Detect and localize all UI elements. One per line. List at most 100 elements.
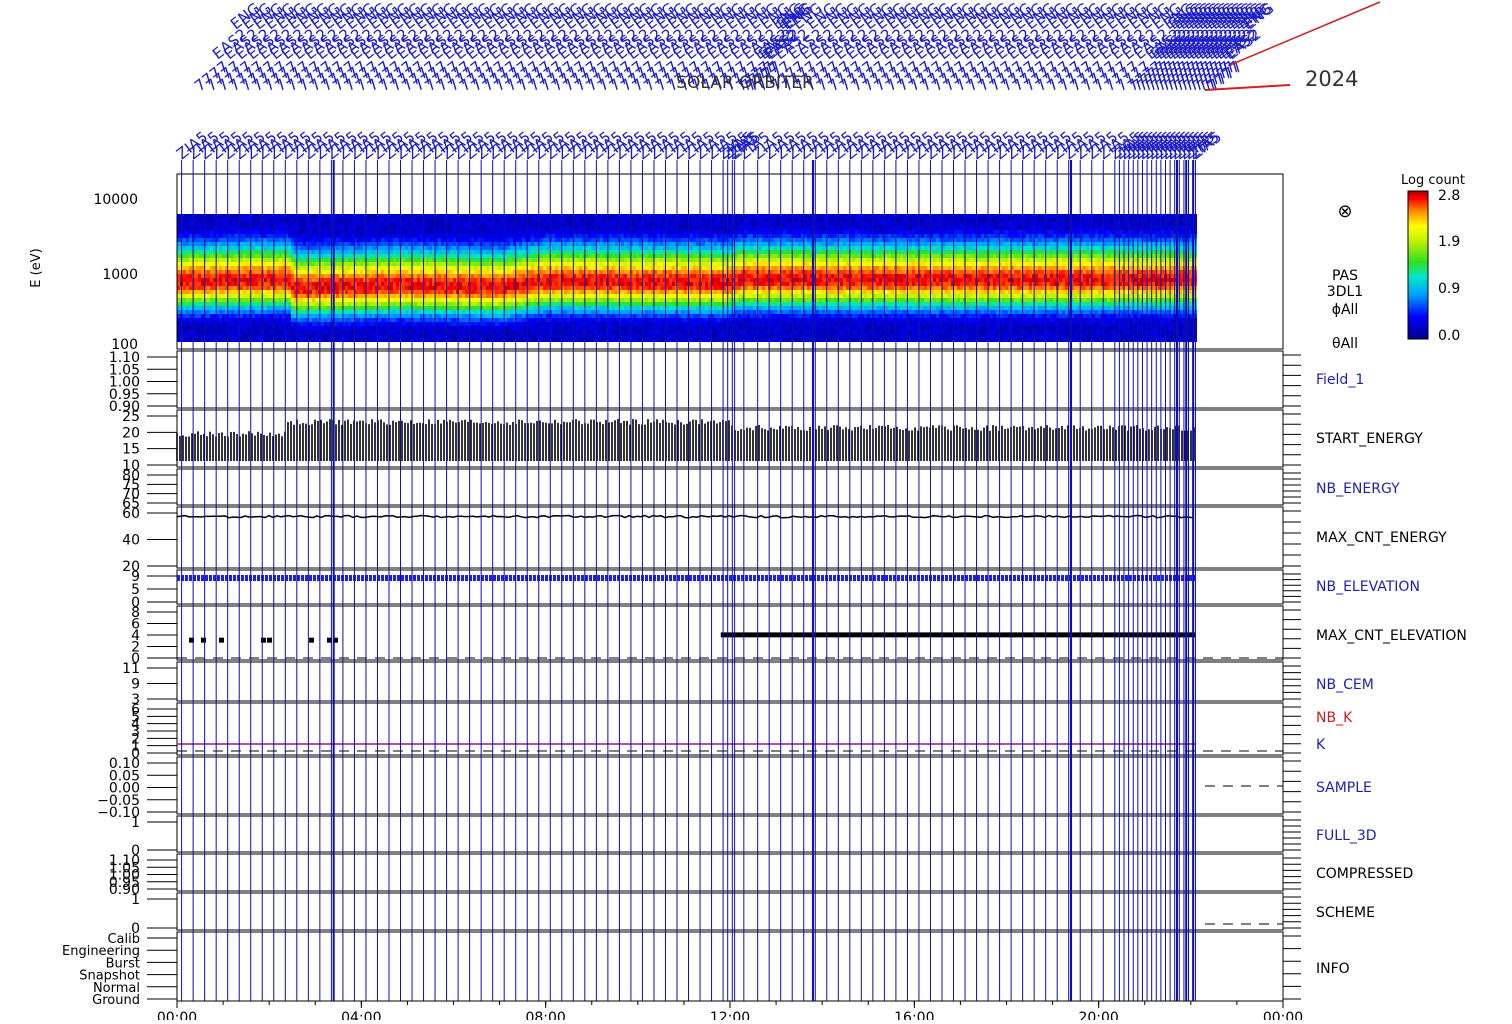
spectrogram-cell xyxy=(213,230,216,234)
spectrogram-cell xyxy=(462,298,465,302)
spectrogram-cell xyxy=(498,238,501,242)
spectrogram-cell xyxy=(366,266,369,270)
spectrogram-cell xyxy=(321,234,324,238)
spectrogram-cell xyxy=(498,322,501,326)
spectrogram-cell xyxy=(300,318,303,322)
spectrogram-cell xyxy=(510,274,513,278)
spectrogram-cell xyxy=(336,290,339,294)
spectrogram-cell xyxy=(270,274,273,278)
spectrogram-cell xyxy=(384,218,387,222)
spectrogram-cell xyxy=(189,278,192,282)
spectrogram-cell xyxy=(288,270,291,274)
spectrogram-cell xyxy=(528,282,531,286)
spectrogram-cell xyxy=(396,278,399,282)
spectrogram-cell xyxy=(258,214,261,218)
spectrogram-cell xyxy=(429,282,432,286)
spectrogram-cell xyxy=(231,234,234,238)
spectrogram-cell xyxy=(459,246,462,250)
spectrogram-cell xyxy=(252,290,255,294)
spectrogram-cell xyxy=(501,278,504,282)
spectrogram-cell xyxy=(183,302,186,306)
spectrogram-cell xyxy=(324,214,327,218)
spectrogram-cell xyxy=(405,246,408,250)
spectrogram-cell xyxy=(489,234,492,238)
spectrogram-cell xyxy=(372,302,375,306)
spectrogram-cell xyxy=(255,266,258,270)
spectrogram-cell xyxy=(600,270,603,274)
spectrogram-cell xyxy=(270,270,273,274)
spectrogram-cell xyxy=(324,314,327,318)
spectrogram-cell xyxy=(534,282,537,286)
spectrogram-cell xyxy=(459,218,462,222)
spectrogram-cell xyxy=(279,262,282,266)
spectrogram-cell xyxy=(486,246,489,250)
spectrogram-cell xyxy=(303,334,306,338)
spectrogram-cell xyxy=(243,294,246,298)
spectrogram-cell xyxy=(462,262,465,266)
spectrogram-cell xyxy=(471,278,474,282)
spectrogram-cell xyxy=(450,222,453,226)
spectrogram-cell xyxy=(207,302,210,306)
spectrogram-cell xyxy=(570,274,573,278)
spectrogram-cell xyxy=(210,338,213,342)
spectrogram-cell xyxy=(585,330,588,334)
spectrogram-cell xyxy=(336,230,339,234)
spectrogram-cell xyxy=(246,282,249,286)
spectrogram-cell xyxy=(453,338,456,342)
spectrogram-cell xyxy=(312,294,315,298)
spectrogram-cell xyxy=(189,338,192,342)
spectrogram-cell xyxy=(396,326,399,330)
spectrogram-cell xyxy=(255,214,258,218)
spectrogram-cell xyxy=(507,302,510,306)
spectrogram-cell xyxy=(540,282,543,286)
spectrogram-cell xyxy=(543,226,546,230)
spectrogram-cell xyxy=(186,270,189,274)
spectrogram-cell xyxy=(552,218,555,222)
spectrogram-cell xyxy=(315,298,318,302)
spectrogram-cell xyxy=(528,294,531,298)
spectrogram-cell xyxy=(591,274,594,278)
spectrogram-cell xyxy=(600,294,603,298)
spectrogram-cell xyxy=(498,266,501,270)
spectrogram-cell xyxy=(570,290,573,294)
spectrogram-cell xyxy=(255,258,258,262)
spectrogram-cell xyxy=(441,262,444,266)
spectrogram-cell xyxy=(264,266,267,270)
spectrogram-cell xyxy=(348,274,351,278)
spectrogram-cell xyxy=(438,318,441,322)
spectrogram-cell xyxy=(576,274,579,278)
spectrogram-cell xyxy=(360,226,363,230)
spectrogram-cell xyxy=(207,330,210,334)
spectrogram-cell xyxy=(252,262,255,266)
spectrogram-cell xyxy=(552,330,555,334)
spectrogram-cell xyxy=(258,226,261,230)
spectrogram-cell xyxy=(390,278,393,282)
spectrogram-cell xyxy=(510,214,513,218)
spectrogram-cell xyxy=(516,234,519,238)
spectrogram-cell xyxy=(378,338,381,342)
spectrogram-cell xyxy=(240,222,243,226)
spectrogram-cell xyxy=(210,218,213,222)
spectrogram-cell xyxy=(255,318,258,322)
spectrogram-cell xyxy=(366,278,369,282)
spectrogram-cell xyxy=(543,290,546,294)
spectrogram-cell xyxy=(474,242,477,246)
spectrogram-cell xyxy=(597,250,600,254)
spectrogram-cell xyxy=(510,338,513,342)
spectrogram-cell xyxy=(384,258,387,262)
spectrogram-cell xyxy=(453,238,456,242)
spectrogram-cell xyxy=(483,286,486,290)
spectrogram-cell xyxy=(303,286,306,290)
spectrogram-cell xyxy=(534,274,537,278)
spectrogram-cell xyxy=(282,338,285,342)
spectrogram-cell xyxy=(252,274,255,278)
spectrogram-cell xyxy=(429,314,432,318)
spectrogram-cell xyxy=(495,218,498,222)
spectrogram-cell xyxy=(477,338,480,342)
spectrogram-cell xyxy=(585,282,588,286)
spectrogram-cell xyxy=(228,318,231,322)
spectrogram-cell xyxy=(372,290,375,294)
spectrogram-cell xyxy=(603,234,606,238)
spectrogram-cell xyxy=(279,298,282,302)
spectrogram-cell xyxy=(357,306,360,310)
